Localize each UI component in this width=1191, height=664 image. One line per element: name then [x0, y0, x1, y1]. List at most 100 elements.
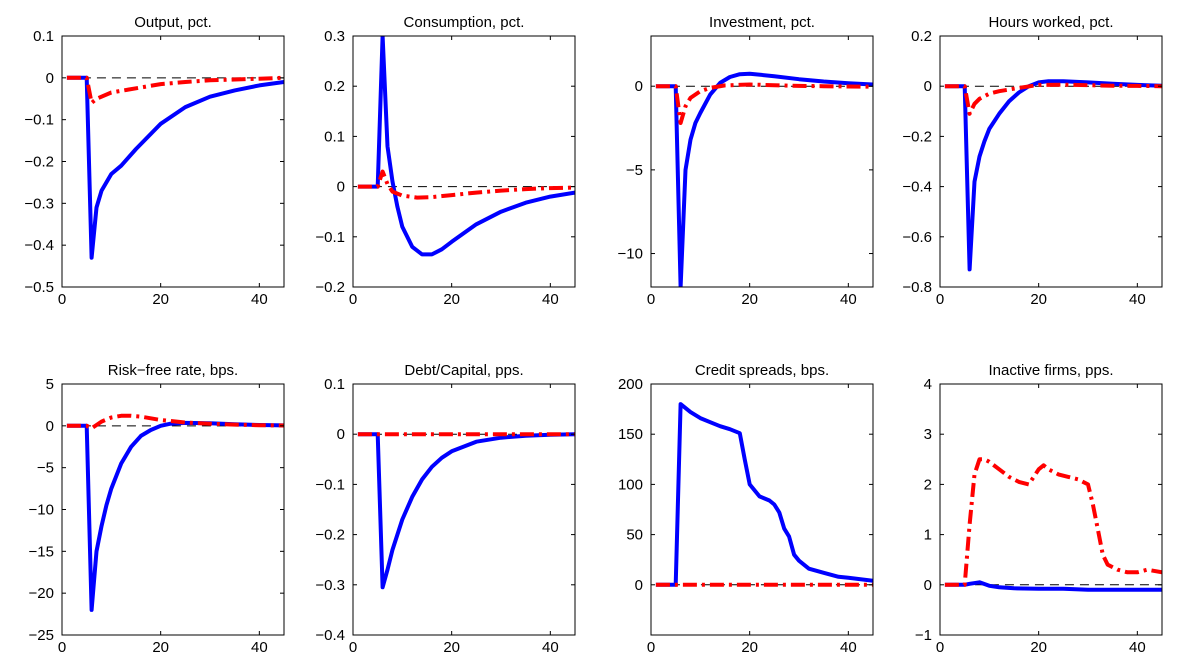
y-tick-label: −1 — [915, 627, 932, 644]
series-line-1 — [655, 402, 873, 587]
x-tick-label: 0 — [647, 639, 655, 656]
x-tick-label: 40 — [840, 291, 857, 308]
y-tick-label: −0.1 — [315, 229, 345, 246]
x-tick-label: 20 — [741, 291, 758, 308]
x-tick-label: 20 — [443, 639, 460, 656]
y-tick-label: −10 — [29, 502, 54, 519]
subplot-1: Output, pct. 0 20 40 −0.5 −0.4 −0.3 −0.2 −0.1 0 0.… — [24, 14, 285, 308]
axes-frame — [61, 35, 285, 288]
y-tick-label: 1 — [924, 527, 932, 544]
y-tick-label: 150 — [618, 426, 643, 443]
y-tick-label: −0.4 — [902, 179, 932, 196]
x-tick-label: 40 — [542, 639, 559, 656]
subplot-title: Credit spreads, bps. — [695, 362, 829, 379]
y-tick-label: 0 — [635, 78, 643, 95]
x-tick-label: 40 — [251, 639, 268, 656]
series-line-2 — [66, 413, 284, 431]
x-tick-label: 20 — [152, 639, 169, 656]
y-tick-label: 200 — [618, 376, 643, 393]
x-tick-label: 20 — [443, 291, 460, 308]
y-tick-label: −25 — [29, 627, 54, 644]
axes-frame — [650, 383, 874, 636]
subplot-title: Investment, pct. — [709, 14, 815, 31]
subplot-title: Risk−free rate, bps. — [108, 362, 238, 379]
x-tick-label: 0 — [58, 291, 66, 308]
y-tick-label: 0.1 — [324, 376, 345, 393]
series-line-1 — [357, 432, 575, 590]
axes-frame — [352, 383, 576, 636]
subplot-4: Hours worked, pct. 0 20 40 −0.8 −0.6 −0.4 −0.2 0… — [902, 14, 1163, 308]
y-tick-label: 0.3 — [324, 28, 345, 45]
series-line-1 — [357, 36, 575, 257]
series-line-2 — [655, 82, 873, 125]
series-line-2 — [357, 169, 575, 200]
y-tick-label: −0.5 — [24, 279, 54, 296]
x-tick-label: 20 — [1030, 639, 1047, 656]
axes-frame — [939, 35, 1163, 288]
y-tick-label: 0 — [635, 577, 643, 594]
y-tick-label: 0 — [924, 78, 932, 95]
y-tick-label: 5 — [46, 376, 54, 393]
x-tick-label: 0 — [936, 639, 944, 656]
axes-frame — [939, 383, 1163, 636]
x-tick-label: 40 — [1129, 291, 1146, 308]
y-tick-label: −0.2 — [902, 128, 932, 145]
y-tick-label: −10 — [618, 246, 643, 263]
y-tick-label: 100 — [618, 476, 643, 493]
series-line-2 — [66, 75, 284, 105]
y-tick-label: 0 — [46, 418, 54, 435]
y-tick-label: 2 — [924, 476, 932, 493]
x-tick-label: 20 — [152, 291, 169, 308]
y-tick-label: −0.2 — [315, 279, 345, 296]
axes-frame — [352, 35, 576, 288]
y-tick-label: 3 — [924, 426, 932, 443]
y-tick-label: −0.3 — [24, 195, 54, 212]
subplot-5: Risk−free rate, bps. 0 20 40 −25 −20 −15 −10 −5 0… — [29, 362, 285, 656]
x-tick-label: 0 — [647, 291, 655, 308]
subplot-title: Debt/Capital, pps. — [404, 362, 523, 379]
y-tick-label: −0.6 — [902, 229, 932, 246]
subplot-title: Output, pct. — [134, 14, 212, 31]
series-line-2 — [944, 457, 1162, 587]
y-tick-label: 0 — [337, 426, 345, 443]
series-line-1 — [66, 75, 284, 260]
subplot-3: Investment, pct. 0 20 40 −10 −5 0 — [618, 14, 874, 308]
x-tick-label: 0 — [349, 639, 357, 656]
y-tick-label: −5 — [37, 460, 54, 477]
subplot-7: Credit spreads, bps. 0 20 40 0 50 100 150 200 — [618, 362, 874, 656]
y-tick-label: −0.4 — [24, 237, 54, 254]
series-line-1 — [655, 71, 873, 287]
y-tick-label: 4 — [924, 376, 932, 393]
y-tick-label: 0 — [924, 577, 932, 594]
y-tick-label: −20 — [29, 585, 54, 602]
x-tick-label: 40 — [542, 291, 559, 308]
y-tick-label: −0.1 — [24, 112, 54, 129]
y-tick-label: 0.1 — [324, 128, 345, 145]
y-tick-label: −0.2 — [315, 527, 345, 544]
series-line-1 — [944, 79, 1162, 272]
series-line-1 — [66, 420, 284, 612]
x-tick-label: 0 — [58, 639, 66, 656]
y-tick-label: 50 — [626, 527, 643, 544]
subplot-6: Debt/Capital, pps. 0 20 40 −0.4 −0.3 −0.2 −0.1 0… — [315, 362, 576, 656]
x-tick-label: 0 — [349, 291, 357, 308]
y-tick-label: −0.4 — [315, 627, 345, 644]
subplot-title: Inactive firms, pps. — [988, 362, 1113, 379]
y-tick-label: 0 — [46, 70, 54, 87]
y-tick-label: −0.1 — [315, 476, 345, 493]
x-tick-label: 20 — [741, 639, 758, 656]
subplot-title: Consumption, pct. — [404, 14, 525, 31]
x-tick-label: 0 — [936, 291, 944, 308]
x-tick-label: 40 — [1129, 639, 1146, 656]
y-tick-label: 0.2 — [324, 78, 345, 95]
subplot-title: Hours worked, pct. — [988, 14, 1113, 31]
y-tick-label: −0.8 — [902, 279, 932, 296]
series-line-2 — [944, 82, 1162, 116]
y-tick-label: −0.2 — [24, 154, 54, 171]
x-tick-label: 40 — [840, 639, 857, 656]
y-tick-label: 0.2 — [911, 28, 932, 45]
y-tick-label: −0.3 — [315, 577, 345, 594]
y-tick-label: 0 — [337, 179, 345, 196]
